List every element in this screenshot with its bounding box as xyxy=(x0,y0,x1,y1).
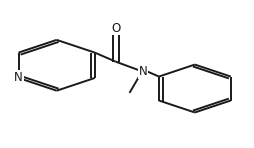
Text: N: N xyxy=(139,65,148,78)
Text: N: N xyxy=(14,71,23,84)
Text: O: O xyxy=(111,22,120,35)
